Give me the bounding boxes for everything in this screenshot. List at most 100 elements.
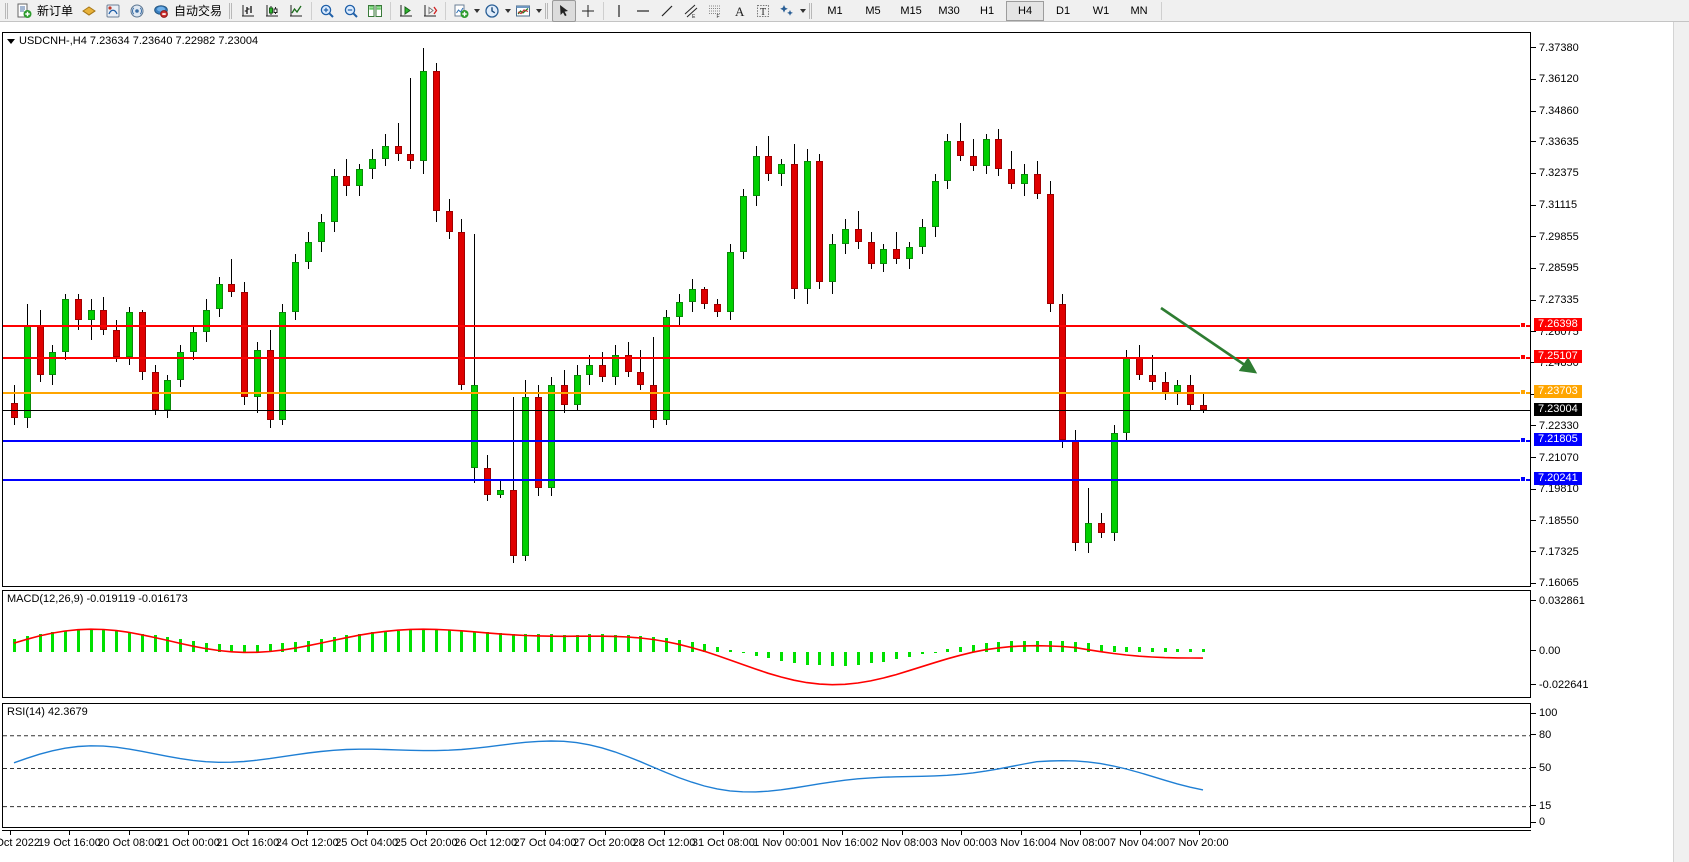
toolbar-grip-3[interactable] — [545, 2, 550, 19]
macd-histogram-bar — [294, 642, 298, 652]
fibonacci-icon[interactable]: F — [703, 0, 727, 22]
macd-histogram-bar — [25, 636, 29, 652]
macd-histogram-bar — [345, 635, 349, 652]
signals-icon[interactable] — [125, 0, 149, 22]
text-icon[interactable]: A — [727, 0, 751, 22]
timeframe-w1[interactable]: W1 — [1092, 4, 1110, 17]
symbol-header: USDCNH-,H4 7.23634 7.23640 7.22982 7.230… — [7, 35, 258, 47]
periods-chevron-down-icon[interactable] — [505, 8, 512, 13]
tile-windows-icon[interactable] — [363, 0, 387, 22]
candle-body — [1033, 173, 1041, 194]
rsi-tick: 0 — [1531, 816, 1545, 828]
price-tick: 7.22330 — [1531, 420, 1579, 432]
macd-tick: -0.022641 — [1531, 679, 1589, 691]
new-order-label[interactable]: 新订单 — [37, 4, 74, 18]
macd-histogram-bar — [128, 632, 132, 652]
auto-scroll-icon[interactable] — [418, 0, 442, 22]
resistance-lower-handle[interactable] — [1520, 354, 1526, 361]
time-label: 7 Nov 20:00 — [1169, 837, 1229, 849]
current-price-label: 7.23004 — [1534, 402, 1582, 416]
data-window-icon[interactable] — [101, 0, 125, 22]
crosshair-icon[interactable] — [576, 0, 600, 22]
toolbar-grip-2[interactable] — [229, 2, 234, 19]
vertical-scrollbar[interactable] — [1673, 22, 1689, 862]
candle-body — [1110, 432, 1118, 534]
time-label: 1 Nov 16:00 — [812, 837, 872, 849]
candle-body — [317, 221, 325, 242]
toolbar-grip[interactable] — [5, 2, 9, 19]
resistance-lower[interactable] — [3, 357, 1530, 360]
support-upper[interactable] — [3, 440, 1530, 443]
timeframe-m15[interactable]: M15 — [900, 4, 922, 17]
cursor-icon[interactable] — [552, 0, 577, 22]
toolbar-grip-4[interactable] — [809, 2, 814, 19]
timeframe-m5[interactable]: M5 — [865, 4, 881, 17]
vertical-line-icon[interactable] — [607, 0, 631, 22]
time-tick — [69, 831, 71, 835]
timeframe-h4[interactable]: H4 — [1006, 0, 1045, 21]
candlestick-chart-icon[interactable] — [260, 0, 284, 22]
periods-icon[interactable] — [480, 0, 504, 22]
current-price[interactable] — [3, 409, 1530, 411]
time-tick — [128, 831, 130, 835]
text-label-icon[interactable]: T — [751, 0, 775, 22]
macd-header: MACD(12,26,9) -0.019119 -0.016173 — [7, 593, 188, 605]
price-axis[interactable]: 7.37380 7.36120 7.34860 7.33635 7.32375 7.311… — [1531, 32, 1687, 589]
zoom-out-icon[interactable] — [339, 0, 363, 22]
price-tick: 7.18550 — [1531, 515, 1579, 527]
timeframe-h1[interactable]: H1 — [980, 4, 995, 17]
candle-body — [624, 354, 632, 373]
line-chart-icon[interactable] — [284, 0, 308, 22]
candle-body — [803, 161, 811, 290]
indicators-icon[interactable] — [449, 0, 473, 22]
indicators-chevron-down-icon[interactable] — [474, 8, 481, 13]
price-tick: 7.37380 — [1531, 42, 1579, 54]
pivot-level-handle[interactable] — [1520, 389, 1526, 396]
support-lower[interactable] — [3, 479, 1530, 482]
timeframe-m30[interactable]: M30 — [938, 4, 960, 17]
rsi-indicator-panel[interactable]: RSI(14) 42.3679 — [2, 703, 1531, 828]
timeframe-mn[interactable]: MN — [1130, 4, 1148, 17]
macd-indicator-panel[interactable]: MACD(12,26,9) -0.019119 -0.016173 — [2, 590, 1531, 698]
shift-end-icon[interactable] — [394, 0, 418, 22]
auto-trading-label[interactable]: 自动交易 — [174, 4, 223, 18]
macd-histogram-bar — [140, 633, 144, 652]
chart-canvas[interactable]: USDCNH-,H4 7.23634 7.23640 7.22982 7.230… — [0, 22, 1689, 862]
macd-histogram-bar — [319, 638, 323, 652]
price-chart-panel[interactable]: USDCNH-,H4 7.23634 7.23640 7.22982 7.230… — [2, 32, 1531, 587]
resistance-lower-label: 7.25107 — [1534, 350, 1582, 364]
pivot-level[interactable] — [3, 392, 1530, 395]
auto-trading-icon[interactable] — [149, 0, 173, 22]
macd-histogram-bar — [575, 634, 579, 652]
resistance-upper[interactable] — [3, 324, 1530, 327]
macd-histogram-bar — [728, 649, 732, 652]
templates-chevron-down-icon[interactable] — [536, 8, 543, 13]
equidistant-channel-icon[interactable]: E — [679, 0, 703, 22]
support-upper-handle[interactable] — [1520, 437, 1526, 444]
resistance-upper-handle[interactable] — [1520, 321, 1526, 328]
candle-wick — [499, 480, 501, 499]
toolbar-separator-4 — [603, 1, 605, 20]
objects-icon[interactable] — [775, 0, 799, 22]
bar-chart-icon[interactable] — [236, 0, 260, 22]
timeframe-d1[interactable]: D1 — [1056, 4, 1071, 17]
rsi-plot — [3, 735, 1530, 808]
collapse-triangle-icon[interactable] — [7, 38, 15, 44]
down-trend-arrow[interactable] — [3, 33, 1532, 586]
templates-icon[interactable] — [511, 0, 535, 22]
timeframe-m1[interactable]: M1 — [827, 4, 843, 17]
horizontal-line-icon[interactable] — [631, 0, 655, 22]
macd-axis: 0.032861 0.00 -0.022641 — [1531, 590, 1687, 698]
zoom-in-icon[interactable] — [315, 0, 339, 22]
candle-body — [484, 467, 492, 496]
objects-chevron-down-icon[interactable] — [800, 8, 807, 13]
macd-histogram-bar — [370, 632, 374, 652]
candle-body — [407, 153, 415, 162]
support-lower-handle[interactable] — [1520, 476, 1526, 483]
candle-body — [944, 141, 952, 182]
trendline-icon[interactable] — [655, 0, 679, 22]
expert-advisor-icon[interactable] — [77, 0, 101, 22]
candle-body — [215, 284, 223, 310]
new-order-icon[interactable] — [12, 0, 36, 22]
